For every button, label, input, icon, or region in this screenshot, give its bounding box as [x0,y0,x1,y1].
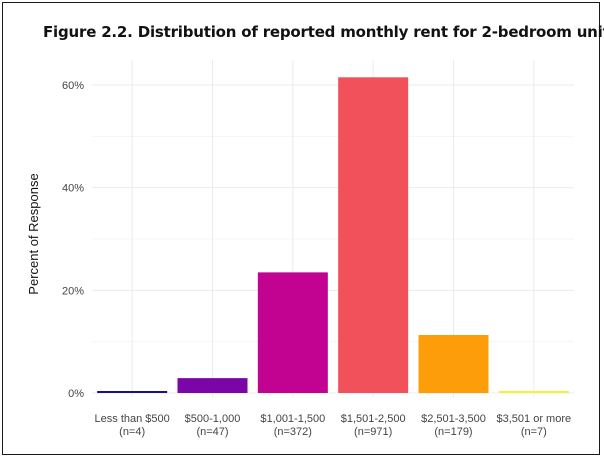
bar [257,272,328,393]
grid [92,60,574,397]
chart-title: Figure 2.2. Distribution of reported mon… [43,23,604,41]
y-tick-label: 20% [62,285,84,297]
x-tick-label: $1,001-1,500 [260,413,325,425]
bar [177,378,248,393]
y-axis-ticks: 0% 20% 40% 60% [62,80,84,400]
x-tick-label: Less than $500 [95,413,170,425]
x-tick-count: (n=47) [196,426,228,438]
x-tick-label: $3,501 or more [497,413,572,425]
y-tick-label: 0% [68,388,84,400]
x-axis-ticks: Less than $500(n=4) $500-1,000(n=47) $1,00… [95,413,572,438]
bars [97,77,569,394]
bar [97,391,168,393]
x-tick-count: (n=4) [119,426,145,438]
x-tick-label: $1,501-2,500 [341,413,406,425]
y-tick-label: 60% [62,80,84,92]
x-tick-label: $500-1,000 [185,413,241,425]
x-tick-count: (n=971) [354,426,392,438]
x-tick-count: (n=7) [521,426,547,438]
y-tick-label: 40% [62,183,84,195]
x-tick-count: (n=372) [274,426,312,438]
x-tick-label: $2,501-3,500 [421,413,486,425]
bar [418,334,489,393]
bar [338,77,409,394]
bar [498,390,569,393]
y-axis-label: Percent of Response [26,173,41,294]
x-tick-count: (n=179) [434,426,472,438]
